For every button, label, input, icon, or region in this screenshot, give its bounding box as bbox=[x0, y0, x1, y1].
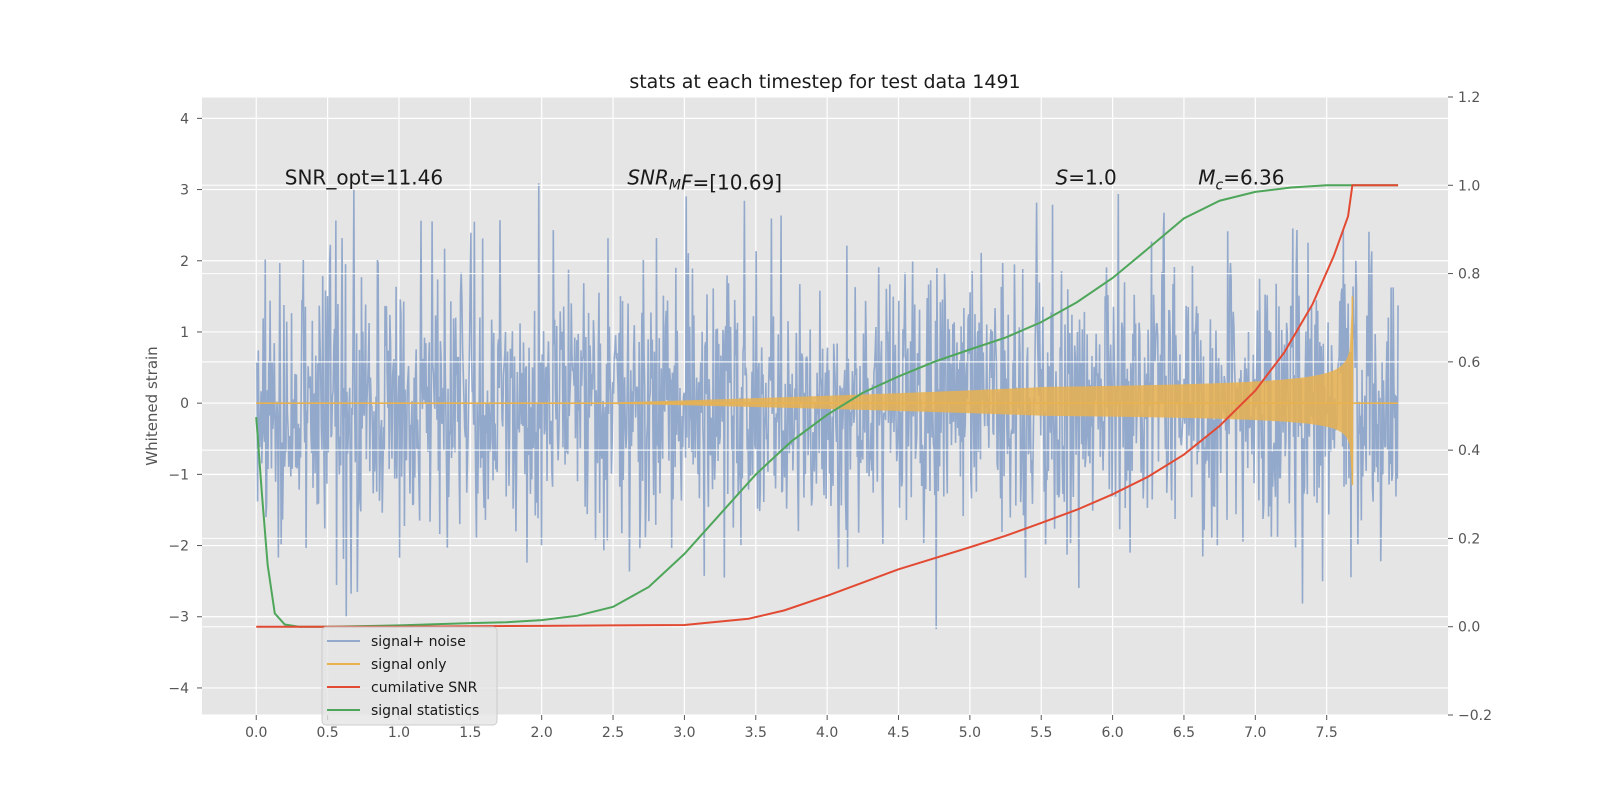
y-axis-label: Whitened strain bbox=[143, 346, 161, 465]
y2-tick-label: −0.2 bbox=[1458, 708, 1492, 724]
annotations: SNR_opt=11.46 SNRMF=[10.69] S=1.0 Mc=6.36 bbox=[285, 166, 1285, 195]
annotation-snr-opt: SNR_opt=11.46 bbox=[285, 166, 443, 190]
x-tick-label: 1.0 bbox=[388, 725, 410, 741]
signal-only-envelope bbox=[256, 296, 1353, 487]
y-tick-label: −3 bbox=[168, 610, 189, 626]
chart-title: stats at each timestep for test data 149… bbox=[629, 71, 1020, 93]
annotation-mc-value: Mc=6.36 bbox=[1198, 166, 1284, 194]
legend: signal+ noise signal only cumilative SNR si… bbox=[321, 626, 498, 726]
x-tick-label: 0.0 bbox=[245, 725, 267, 741]
x-tick-label: 7.5 bbox=[1316, 725, 1338, 741]
grid-lines-overlay bbox=[202, 96, 1448, 716]
y-tick-label: 0 bbox=[180, 396, 189, 412]
x-tick-label: 4.5 bbox=[887, 725, 909, 741]
x-tick-label: 6.0 bbox=[1101, 725, 1123, 741]
axes: 0.0 0.5 1.0 1.5 2.0 2.5 3.0 3.5 4.0 4.5 5.0 5.5 6.0 6… bbox=[168, 90, 1492, 741]
y2-tick-label: 0.8 bbox=[1458, 267, 1480, 283]
y2-tick-label: 1.2 bbox=[1458, 90, 1480, 106]
y2-tick-label: 1.0 bbox=[1458, 178, 1480, 194]
y-tick-label: 3 bbox=[180, 183, 189, 199]
x-tick-label: 0.5 bbox=[316, 725, 338, 741]
x-tick-label: 6.5 bbox=[1173, 725, 1195, 741]
legend-label: signal only bbox=[371, 657, 446, 673]
y-tick-label: −1 bbox=[168, 467, 189, 483]
x-tick-label: 2.0 bbox=[531, 725, 553, 741]
legend-label: signal statistics bbox=[371, 703, 479, 719]
x-tick-label: 3.0 bbox=[673, 725, 695, 741]
y2-tick-label: 0.2 bbox=[1458, 531, 1480, 547]
y2-tick-label: 0.6 bbox=[1458, 355, 1480, 371]
x-tick-label: 2.5 bbox=[602, 725, 624, 741]
x-tick-label: 5.0 bbox=[959, 725, 981, 741]
signal-only-series bbox=[256, 296, 1399, 487]
right-axis-series bbox=[255, 184, 1399, 628]
x-tick-label: 7.0 bbox=[1244, 725, 1266, 741]
y-tick-label: 2 bbox=[180, 254, 189, 270]
y2-tick-label: 0.4 bbox=[1458, 443, 1480, 459]
x-tick-label: 5.5 bbox=[1030, 725, 1052, 741]
legend-label: cumilative SNR bbox=[371, 680, 478, 696]
x-tick-label: 4.0 bbox=[816, 725, 838, 741]
x-tick-label: 1.5 bbox=[459, 725, 481, 741]
cumulative-snr-line bbox=[256, 184, 1399, 628]
annotation-snr-mf: SNRMF=[10.69] bbox=[627, 166, 782, 195]
y2-tick-label: 0.0 bbox=[1458, 620, 1480, 636]
y-tick-label: −4 bbox=[168, 681, 189, 697]
annotation-s-value: S=1.0 bbox=[1056, 166, 1117, 190]
legend-box bbox=[321, 626, 498, 726]
legend-label: signal+ noise bbox=[371, 634, 466, 650]
y-tick-label: 1 bbox=[180, 325, 189, 341]
x-tick-label: 3.5 bbox=[745, 725, 767, 741]
y-tick-label: −2 bbox=[168, 539, 189, 555]
y-tick-label: 4 bbox=[180, 111, 189, 127]
